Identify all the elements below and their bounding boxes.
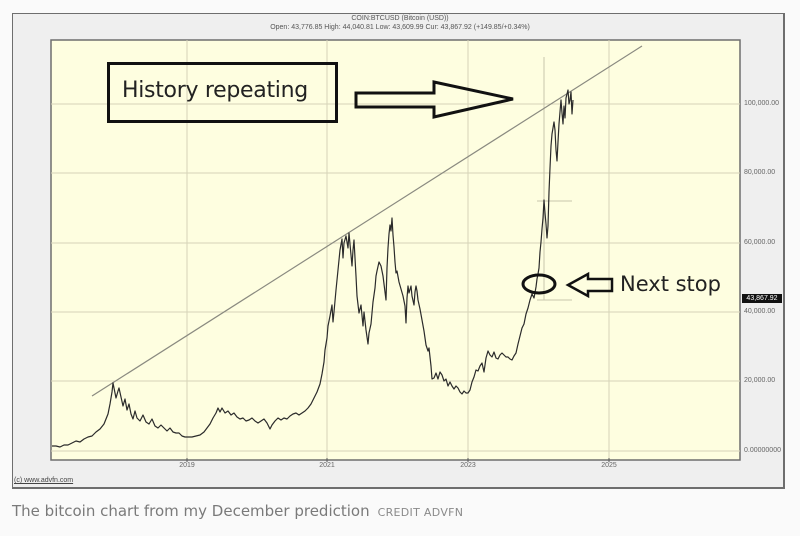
plot-area <box>50 39 741 461</box>
caption-text: The bitcoin chart from my December predi… <box>12 502 370 520</box>
y-axis-label-20000: 20,000.00 <box>744 377 776 384</box>
caption-credit: CREDIT ADVFN <box>377 506 464 519</box>
history-repeating-annotation: History repeating <box>107 62 338 123</box>
price-line <box>52 89 574 448</box>
y-axis-label-100000: 100,000.00 <box>744 100 780 107</box>
y-axis-label-40000: 40,000.00 <box>744 308 776 315</box>
y-axis-label-60000: 60,000.00 <box>744 239 776 246</box>
left-arrow-icon <box>565 271 614 299</box>
next-stop-circle <box>521 273 557 295</box>
right-arrow-icon <box>354 80 514 119</box>
next-stop-text: Next stop <box>620 272 721 296</box>
trendline <box>91 45 643 397</box>
x-axis-label-2023: 2023 <box>460 462 476 469</box>
x-axis-label-2025: 2025 <box>601 462 617 469</box>
horizontal-gridlines <box>51 103 740 452</box>
y-axis-label-80000: 80,000.00 <box>744 169 776 176</box>
y-axis-label-0: 0.00000000 <box>744 447 781 454</box>
current-price-tag: 43,867.92 <box>742 294 782 303</box>
crosshair-marks <box>537 57 572 301</box>
x-axis-label-2019: 2019 <box>179 462 195 469</box>
x-axis-label-2021: 2021 <box>319 462 335 469</box>
x-axis-ticks <box>186 458 610 462</box>
chart-title: COIN:BTCUSD (Bitcoin (USD)) <box>351 15 449 22</box>
advfn-watermark-link[interactable]: (c) www.advfn.com <box>14 477 74 484</box>
image-caption: The bitcoin chart from my December predi… <box>12 502 463 520</box>
history-repeating-text: History repeating <box>122 78 308 103</box>
chart-ohlc-summary: Open: 43,776.85 High: 44,040.81 Low: 43,… <box>270 24 530 31</box>
